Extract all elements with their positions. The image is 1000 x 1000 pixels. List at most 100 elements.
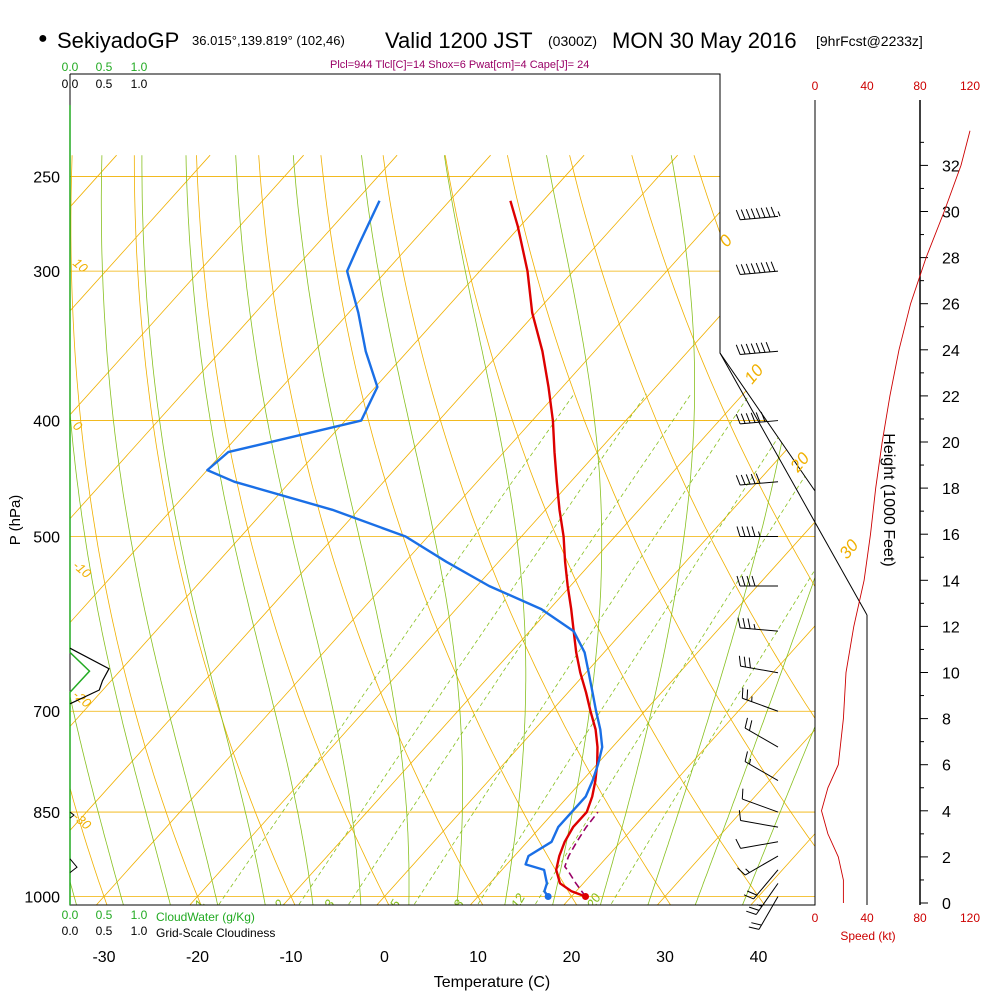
forecast-run: [9hrFcst@2233z] bbox=[816, 33, 923, 49]
dry-adiabat-line bbox=[70, 155, 114, 905]
moist-adiabat-line bbox=[546, 155, 603, 905]
wind-barb bbox=[738, 655, 779, 674]
moist-adiabat-line bbox=[595, 155, 695, 905]
wind-barb-feather bbox=[741, 526, 746, 537]
wind-barb-shaft bbox=[753, 869, 779, 900]
speed-tick-bottom: 80 bbox=[913, 911, 927, 925]
wind-barb-shaft bbox=[740, 270, 779, 275]
wind-barb bbox=[748, 896, 779, 930]
wind-barb bbox=[735, 206, 781, 221]
dry-adiabat-line bbox=[631, 155, 815, 905]
speed-tick-top: 120 bbox=[960, 79, 980, 93]
wind-barb-feather bbox=[745, 474, 751, 485]
cloudiness-line bbox=[69, 647, 110, 705]
cloud-water-line bbox=[69, 105, 91, 905]
mixing-ratio-label: 8 bbox=[450, 896, 467, 910]
forecast-date: MON 30 May 2016 bbox=[612, 28, 797, 53]
moist-adiabat-label: 20 bbox=[786, 448, 814, 476]
y-axis-title: P (hPa) bbox=[7, 495, 24, 546]
dry-adiabat-line bbox=[507, 155, 815, 905]
frame-diagonal bbox=[719, 352, 868, 616]
dry-adiabat-label: 10 bbox=[70, 255, 91, 276]
height-tick-label: 10 bbox=[942, 666, 960, 683]
isotherm-line bbox=[454, 154, 815, 905]
height-tick-label: 32 bbox=[942, 158, 960, 175]
moist-adiabat-line bbox=[100, 155, 222, 905]
speed-tick-bottom: 40 bbox=[860, 911, 874, 925]
station-marker: ● bbox=[38, 30, 48, 47]
wind-barb-half-feather bbox=[758, 531, 761, 537]
isotherm-line bbox=[70, 154, 585, 905]
speed-tick-top: 0 bbox=[812, 79, 819, 93]
dry-adiabat-line bbox=[258, 155, 493, 905]
wind-barb-shaft bbox=[742, 798, 779, 813]
speed-tick-top: 40 bbox=[860, 79, 874, 93]
moist-adiabat-line bbox=[735, 155, 815, 905]
wind-barb-feather bbox=[745, 343, 751, 354]
dry-adiabat-label: -10 bbox=[70, 558, 95, 582]
dry-adiabat-line bbox=[320, 155, 588, 905]
dry-adiabat-line bbox=[133, 155, 304, 905]
cloudiness-tick: 1.0 bbox=[131, 924, 148, 938]
isotherm-line bbox=[70, 154, 304, 905]
cloud-water-tick: 0.5 bbox=[96, 60, 113, 74]
temperature-tick-label: -10 bbox=[279, 949, 302, 966]
wind-barb-feather bbox=[750, 208, 756, 219]
wind-barb-feather bbox=[746, 526, 751, 537]
wind-barb-shaft bbox=[740, 215, 779, 221]
wind-barb-feather bbox=[748, 720, 753, 731]
temperature-tick-label: 20 bbox=[563, 949, 581, 966]
moist-adiabat-line bbox=[235, 155, 363, 905]
wind-barb-feather bbox=[750, 412, 756, 423]
wind-barb-shaft bbox=[740, 820, 779, 828]
cloudiness-tick: 0.0 bbox=[62, 77, 79, 91]
height-tick-label: 0 bbox=[942, 896, 951, 913]
wind-barb bbox=[735, 473, 779, 486]
isotherm-line bbox=[361, 154, 815, 905]
cloudiness-tick: 0.5 bbox=[96, 924, 113, 938]
wind-barb-half-feather bbox=[756, 904, 763, 907]
isotherm-line bbox=[70, 154, 678, 905]
wind-barb-feather bbox=[770, 261, 776, 272]
utc-time: (0300Z) bbox=[548, 33, 598, 49]
wind-barb-feather bbox=[751, 575, 756, 587]
wind-barb-shaft bbox=[740, 350, 779, 356]
wind-barb-feather bbox=[735, 413, 741, 425]
wind-barb-feather bbox=[745, 208, 751, 220]
wind-barb bbox=[735, 411, 779, 425]
wind-barb-shaft bbox=[755, 883, 779, 915]
mixing-ratio-line bbox=[600, 393, 815, 905]
wind-barb-feather bbox=[735, 264, 741, 275]
dry-adiabat-label: -20 bbox=[70, 687, 95, 711]
wind-barb-feather bbox=[740, 264, 746, 275]
wind-barb-feather bbox=[760, 207, 766, 218]
wind-barb-feather bbox=[738, 810, 742, 821]
cloudiness-tick: 0.0 bbox=[62, 924, 79, 938]
wind-barb-half-feather bbox=[777, 211, 781, 217]
height-tick-label: 14 bbox=[942, 573, 960, 590]
wind-barb-feather bbox=[760, 411, 766, 422]
wind-barb bbox=[735, 838, 779, 849]
wind-barb-feather bbox=[735, 475, 741, 486]
pressure-tick-label: 500 bbox=[33, 529, 60, 546]
wind-barb bbox=[743, 869, 779, 900]
wind-barb bbox=[738, 810, 779, 828]
mixing-ratio-label: 5 bbox=[387, 896, 404, 910]
moist-adiabat-line bbox=[688, 155, 815, 905]
height-axis-title: Height (1000 Feet) bbox=[880, 433, 897, 566]
height-tick-label: 20 bbox=[942, 435, 960, 452]
wind-barb-half-feather bbox=[748, 758, 752, 765]
wind-barb-shaft bbox=[742, 697, 779, 712]
wind-barb-feather bbox=[750, 343, 756, 354]
dry-adiabat-line bbox=[755, 155, 815, 905]
wind-barb-feather bbox=[743, 894, 754, 900]
wind-barb-feather bbox=[746, 689, 749, 700]
wind-barb bbox=[744, 717, 779, 748]
isotherm-line bbox=[829, 155, 1000, 922]
cloud-water-tick: 1.0 bbox=[131, 60, 148, 74]
wind-barb-shaft bbox=[744, 855, 779, 876]
cloudiness-line bbox=[69, 858, 78, 873]
mixing-ratio-line bbox=[336, 393, 692, 905]
